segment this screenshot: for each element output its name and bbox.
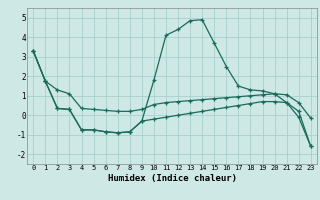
X-axis label: Humidex (Indice chaleur): Humidex (Indice chaleur) bbox=[108, 174, 236, 183]
